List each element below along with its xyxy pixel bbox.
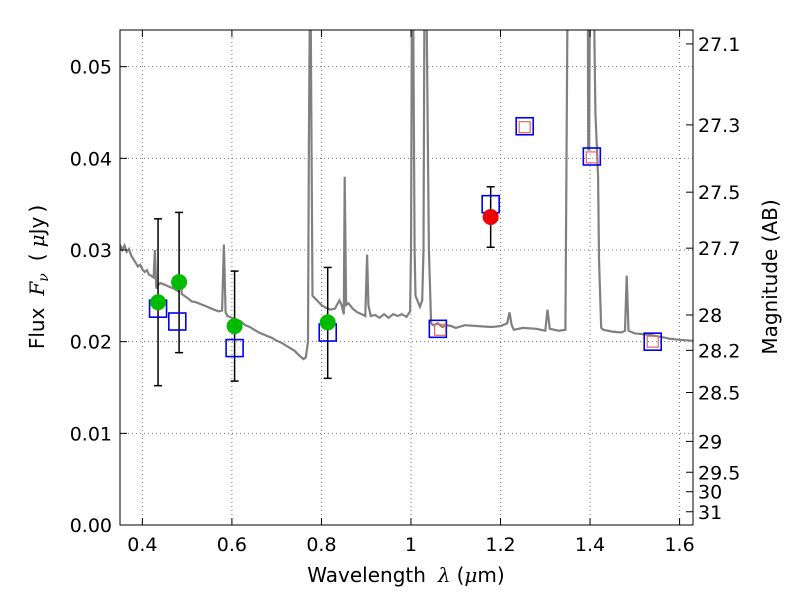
observed-photometry-point xyxy=(226,318,243,335)
y2-tick-label: 31 xyxy=(698,502,722,524)
x-tick-label: 0.8 xyxy=(306,534,336,556)
x-tick-label: 1 xyxy=(405,534,417,556)
synthetic-flux-square xyxy=(646,335,659,348)
y-tick-label: 0.05 xyxy=(70,57,112,79)
y-tick-label: 0.02 xyxy=(70,332,112,354)
y2-tick-label: 27.7 xyxy=(698,238,740,260)
model-photometry-square xyxy=(643,332,663,351)
y-tick-label: 0.03 xyxy=(70,240,112,262)
y2-tick-label: 30 xyxy=(698,482,722,504)
y-tick-label: 0.04 xyxy=(70,148,112,170)
markers xyxy=(148,116,663,358)
y2-tick-label: 27.3 xyxy=(698,115,740,137)
y2-tick-label: 28.5 xyxy=(698,383,740,405)
y2-tick-label: 29.5 xyxy=(698,462,740,484)
synthetic-flux-square xyxy=(433,323,447,336)
model-photometry-square xyxy=(428,319,448,339)
spectrum-layer xyxy=(120,30,693,361)
plot-frame xyxy=(119,29,694,526)
model-photometry-square xyxy=(582,147,602,166)
y2-tick-label: 29 xyxy=(698,431,722,453)
y2-tick-label: 28 xyxy=(698,305,722,327)
x-tick-label: 1.4 xyxy=(575,534,605,556)
observed-photometry-point xyxy=(171,274,188,291)
y2-axis-label: Magnitude (AB) xyxy=(758,199,782,354)
x-tick-label: 1.6 xyxy=(664,534,694,556)
observed-ir-point xyxy=(482,209,499,225)
observed-photometry-point xyxy=(150,294,167,311)
model-photometry-square xyxy=(225,338,244,358)
y2-tick-label: 27.5 xyxy=(698,182,740,204)
y-tick-label: 0.01 xyxy=(70,423,112,445)
error-bars xyxy=(154,186,495,387)
grid-lines xyxy=(120,30,693,526)
observed-photometry-point xyxy=(319,314,336,331)
synthetic-flux-square xyxy=(518,121,531,134)
model-photometry-square xyxy=(515,116,534,136)
y2-tick-label: 28.2 xyxy=(698,340,740,362)
x-tick-label: 1.2 xyxy=(485,534,515,556)
x-axis-label: Wavelength λ (μm) xyxy=(307,563,504,587)
x-tick-label: 0.6 xyxy=(217,534,247,556)
y-axis-label: FluxFν(μJy) xyxy=(25,205,52,349)
y-tick-label: 0.00 xyxy=(70,515,112,537)
x-tick-label: 0.4 xyxy=(127,534,157,556)
model-photometry-square xyxy=(168,312,187,331)
model-spectrum-line xyxy=(120,30,693,361)
synthetic-flux-square xyxy=(585,151,598,164)
y2-tick-label: 27.1 xyxy=(698,34,740,56)
tick-marks xyxy=(120,30,693,526)
